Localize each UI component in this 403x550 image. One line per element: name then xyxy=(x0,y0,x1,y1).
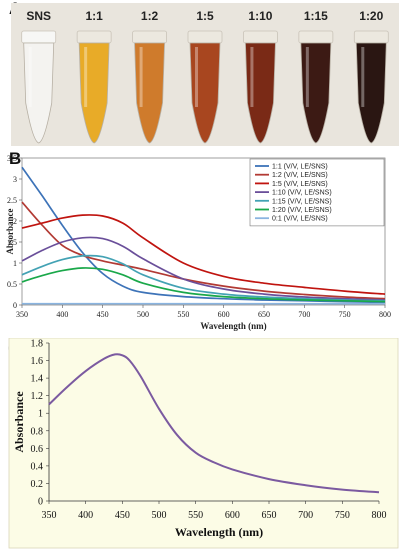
tube xyxy=(21,30,57,144)
x-tick-label: 750 xyxy=(339,310,351,319)
x-tick-label: 400 xyxy=(78,510,93,521)
legend-entry: 1:1 (V/V, LE/SNS) xyxy=(272,164,328,171)
y-tick-label: 0.2 xyxy=(31,479,44,490)
tube-label: 1:10 xyxy=(248,9,272,23)
legend-entry: 1:5 (V/V, LE/SNS) xyxy=(272,181,328,188)
y-tick-label: 1.4 xyxy=(31,374,44,385)
x-tick-label: 400 xyxy=(56,310,68,319)
series-line xyxy=(21,267,386,303)
tube xyxy=(353,30,389,144)
tube-label: SNS xyxy=(26,9,51,23)
x-tick-label: 750 xyxy=(335,510,350,521)
x-tick-label: 800 xyxy=(372,510,387,521)
y-tick-label: 2.5 xyxy=(7,196,17,205)
legend xyxy=(249,158,385,227)
x-tick-label: 600 xyxy=(218,310,230,319)
legend-entry: 1:10 (V/V, LE/SNS) xyxy=(272,190,332,197)
x-tick-label: 700 xyxy=(298,310,310,319)
tube-label: 1:20 xyxy=(359,9,383,23)
y-tick-label: 0 xyxy=(38,497,43,508)
tube xyxy=(187,30,223,144)
y-tick-label: 1.6 xyxy=(31,356,44,367)
x-tick-label: 550 xyxy=(188,510,203,521)
legend-entry: 1:20 (V/V, LE/SNS) xyxy=(272,207,332,214)
x-tick-label: 650 xyxy=(262,510,277,521)
sample-tubes-photo: SNS 1:1 1:2 1:5 1:10 1:15 1:20 xyxy=(11,3,399,146)
x-tick-label: 600 xyxy=(225,510,240,521)
y-axis-label: Absorbance xyxy=(5,208,15,254)
series-line xyxy=(48,353,380,494)
y-tick-label: 3 xyxy=(13,175,17,184)
tube xyxy=(76,30,112,144)
tube-label: 1:5 xyxy=(196,9,214,23)
x-axis-label: Wavelength (nm) xyxy=(200,321,266,331)
y-tick-label: 3.5 xyxy=(7,154,17,163)
uv-vis-chart-c: 0 0.2 0.4 0.6 0.8 1 1.2 1.4 1.6 1.8 350 400 450 500 55… xyxy=(8,338,399,549)
uv-vis-chart-b: 0 0.5 1 1.5 2 2.5 3 3.5 350 400 450 500 550 600 650 700… xyxy=(5,154,391,331)
tube-label: 1:15 xyxy=(304,9,328,23)
series-line xyxy=(21,236,386,301)
x-tick-label: 550 xyxy=(177,310,189,319)
x-tick-label: 700 xyxy=(298,510,313,521)
x-tick-label: 650 xyxy=(258,310,270,319)
panel-label-b: B xyxy=(9,149,22,168)
legend-entry: 1:15 (V/V, LE/SNS) xyxy=(272,198,332,205)
y-tick-label: 1 xyxy=(13,259,17,268)
tube xyxy=(243,30,278,144)
y-tick-label: 1.8 xyxy=(31,339,44,350)
y-tick-label: 1 xyxy=(38,409,43,420)
x-tick-label: 450 xyxy=(97,310,109,319)
y-tick-label: 1.2 xyxy=(31,391,44,402)
y-axis-label: Absorbance xyxy=(12,391,26,453)
y-tick-label: 0 xyxy=(13,301,17,310)
series-line xyxy=(21,214,386,295)
x-tick-label: 450 xyxy=(115,510,130,521)
chart-c-frame xyxy=(8,338,399,549)
y-tick-label: 0.8 xyxy=(31,426,44,437)
x-axis-label: Wavelength (nm) xyxy=(175,525,263,539)
legend-entry: 1:2 (V/V, LE/SNS) xyxy=(272,172,328,179)
x-tick-label: 500 xyxy=(152,510,167,521)
x-tick-label: 500 xyxy=(137,310,149,319)
x-tick-label: 350 xyxy=(42,510,57,521)
y-tick-label: 0.6 xyxy=(31,444,44,455)
y-tick-label: 0.4 xyxy=(31,461,44,472)
x-tick-label: 800 xyxy=(379,310,391,319)
tube xyxy=(132,30,167,144)
series-line xyxy=(21,201,386,300)
y-tick-label: 0.5 xyxy=(7,280,17,289)
y-tick-label: 1.5 xyxy=(7,238,17,247)
tube-label: 1:1 xyxy=(85,9,103,23)
legend-entry: 0:1 (V/V, LE/SNS) xyxy=(272,216,328,223)
x-tick-label: 350 xyxy=(16,310,28,319)
tube xyxy=(298,30,334,144)
y-tick-label: 2 xyxy=(13,217,17,226)
series-line xyxy=(21,254,386,302)
tube-label: 1:2 xyxy=(141,9,159,23)
